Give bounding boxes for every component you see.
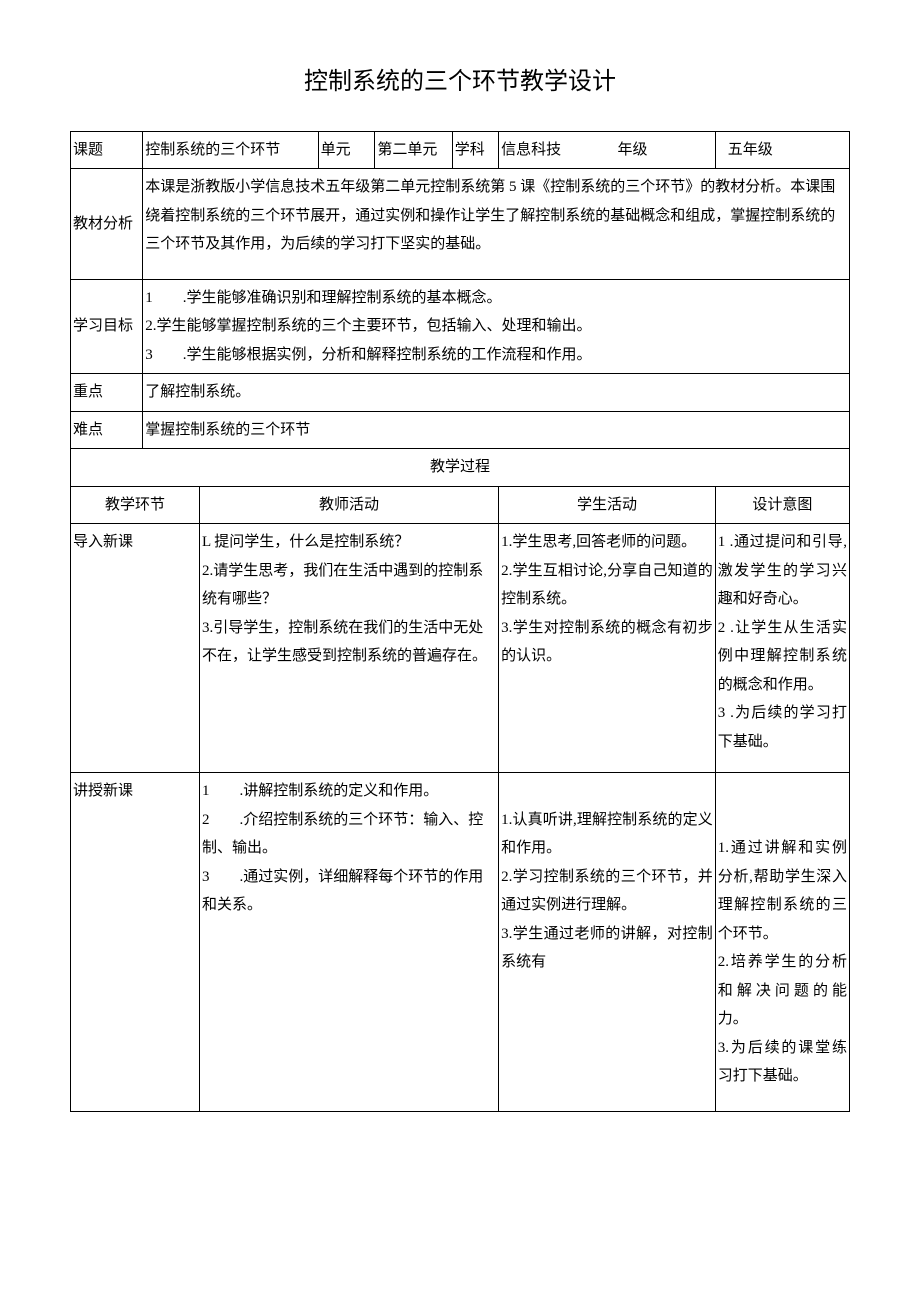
difficulty-text: 掌握控制系统的三个环节 [143, 411, 850, 449]
col-teacher: 教师活动 [199, 486, 498, 524]
intent-1: 1 .通过提问和引导,激发学生的学习兴趣和好奇心。 2 .让学生从生活实例中理解… [715, 524, 849, 773]
unit-value: 第二单元 [375, 131, 452, 169]
student-1: 1.学生思考,回答老师的问题。 2.学生互相讨论,分享自己知道的控制系统。 3.… [499, 524, 716, 773]
process-header: 教学过程 [71, 449, 850, 487]
subject-value: 信息科技年级 [499, 131, 716, 169]
page-title: 控制系统的三个环节教学设计 [70, 60, 850, 106]
analysis-label: 教材分析 [71, 169, 143, 280]
topic-value: 控制系统的三个环节 [143, 131, 318, 169]
goals-label: 学习目标 [71, 279, 143, 374]
teacher-1: L 提问学生，什么是控制系统？ 2.请学生思考，我们在生活中遇到的控制系统有哪些… [199, 524, 498, 773]
phase-2: 讲授新课 [71, 773, 200, 1112]
difficulty-label: 难点 [71, 411, 143, 449]
col-phase: 教学环节 [71, 486, 200, 524]
subject-label: 学科 [452, 131, 498, 169]
col-intent: 设计意图 [715, 486, 849, 524]
lesson-plan-table: 课题 控制系统的三个环节 单元 第二单元 学科 信息科技年级 五年级 教材分析 … [70, 131, 850, 1113]
teacher-2: 1 .讲解控制系统的定义和作用。 2 .介绍控制系统的三个环节：输入、控制、输出… [199, 773, 498, 1112]
student-2: 1.认真听讲,理解控制系统的定义和作用。 2.学习控制系统的三个环节，并通过实例… [499, 773, 716, 1112]
goals-text: 1 .学生能够准确识别和理解控制系统的基本概念。 2.学生能够掌握控制系统的三个… [143, 279, 850, 374]
analysis-text: 本课是浙教版小学信息技术五年级第二单元控制系统第 5 课《控制系统的三个环节》的… [143, 169, 850, 280]
phase-1: 导入新课 [71, 524, 200, 773]
unit-label: 单元 [318, 131, 375, 169]
grade-value: 五年级 [715, 131, 849, 169]
keypoint-text: 了解控制系统。 [143, 374, 850, 412]
keypoint-label: 重点 [71, 374, 143, 412]
col-student: 学生活动 [499, 486, 716, 524]
topic-label: 课题 [71, 131, 143, 169]
intent-2: 1.通过讲解和实例分析,帮助学生深入理解控制系统的三个环节。 2.培养学生的分析… [715, 773, 849, 1112]
